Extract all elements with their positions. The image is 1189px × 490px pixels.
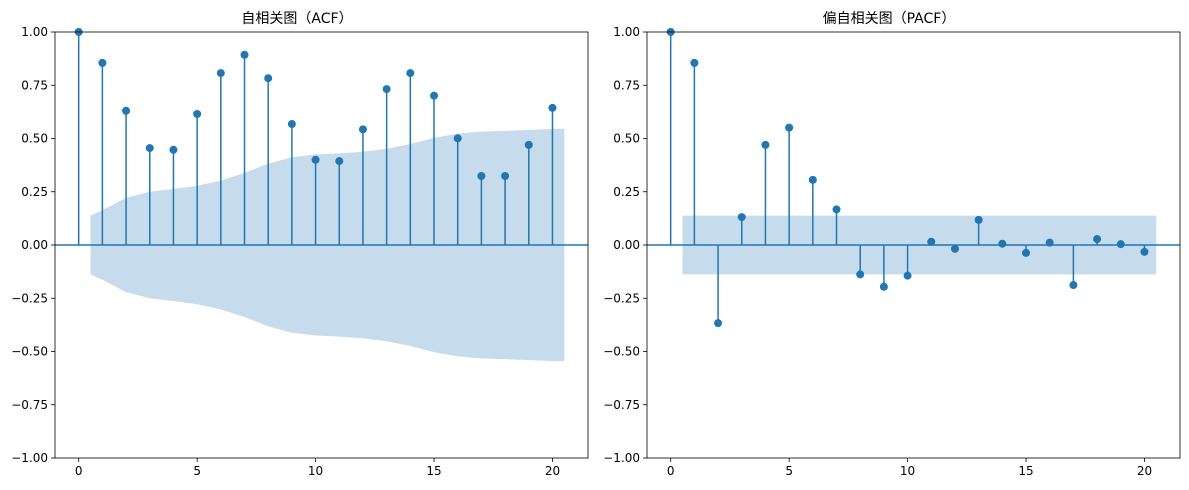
- pacf-marker-20: [1140, 247, 1149, 256]
- pacf-marker-7: [832, 205, 841, 214]
- pacf-marker-13: [974, 215, 983, 224]
- pacf-xtick-label-4: 20: [1137, 464, 1152, 478]
- acf-marker-1: [98, 58, 107, 67]
- pacf-xtick-label-2: 10: [900, 464, 915, 478]
- pacf-marker-15: [1022, 248, 1031, 257]
- pacf-marker-5: [785, 123, 794, 132]
- pacf-marker-18: [1093, 235, 1102, 244]
- acf-marker-11: [335, 157, 344, 166]
- pacf-marker-10: [903, 271, 912, 280]
- pacf-xtick-label-3: 15: [1018, 464, 1033, 478]
- pacf-ytick-label-7: 0.75: [613, 78, 640, 92]
- acf-marker-7: [240, 50, 249, 59]
- pacf-marker-14: [998, 239, 1007, 248]
- acf-ytick-label-6: 0.50: [21, 132, 48, 146]
- pacf-ytick-label-8: 1.00: [613, 25, 640, 39]
- acf-ytick-label-7: 0.75: [21, 78, 48, 92]
- pacf-marker-9: [879, 282, 888, 291]
- acf-marker-16: [453, 134, 462, 143]
- pacf-ytick-label-0: −1.00: [603, 451, 640, 465]
- acf-xtick-label-3: 15: [426, 464, 441, 478]
- acf-marker-13: [382, 85, 391, 94]
- acf-marker-14: [406, 69, 415, 78]
- pacf-marker-12: [950, 244, 959, 253]
- pacf-title: 偏自相关图（PACF）: [823, 11, 956, 27]
- pacf-marker-4: [761, 140, 770, 149]
- acf-xtick-label-1: 5: [193, 464, 201, 478]
- acf-panel: 自相关图（ACF） 0 5 10 15 20 −1.00 −0.75 −0.50 −0.25 0.…: [11, 11, 589, 478]
- acf-ytick-label-1: −0.75: [11, 398, 48, 412]
- acf-marker-2: [122, 106, 131, 115]
- pacf-marker-1: [690, 58, 699, 67]
- acf-marker-17: [477, 171, 486, 180]
- pacf-ytick-label-2: −0.50: [603, 345, 640, 359]
- acf-title: 自相关图（ACF）: [241, 11, 352, 27]
- acf-marker-3: [145, 144, 154, 153]
- acf-marker-8: [264, 74, 273, 83]
- pacf-marker-11: [927, 237, 936, 246]
- acf-ytick-label-0: −1.00: [11, 451, 48, 465]
- pacf-xtick-label-1: 5: [785, 464, 793, 478]
- acf-marker-9: [287, 120, 296, 129]
- pacf-ytick-label-3: −0.25: [603, 291, 640, 305]
- acf-marker-15: [430, 91, 439, 100]
- pacf-xtick-label-0: 0: [667, 464, 675, 478]
- pacf-marker-8: [856, 270, 865, 279]
- pacf-marker-3: [737, 213, 746, 222]
- acf-marker-6: [216, 69, 225, 78]
- acf-xtick-label-0: 0: [75, 464, 83, 478]
- pacf-ytick-label-1: −0.75: [603, 398, 640, 412]
- pacf-ytick-label-4: 0.00: [613, 238, 640, 252]
- pacf-ytick-label-5: 0.25: [613, 185, 640, 199]
- pacf-marker-6: [808, 175, 817, 184]
- acf-marker-5: [193, 110, 202, 119]
- acf-ytick-label-4: 0.00: [21, 238, 48, 252]
- acf-ytick-label-2: −0.50: [11, 345, 48, 359]
- acf-marker-4: [169, 145, 178, 154]
- acf-marker-12: [358, 125, 367, 134]
- pacf-panel: 偏自相关图（PACF） 0 5 10 15 20 −1.00 −0.75 −0.50 −0.25…: [603, 11, 1181, 478]
- acf-marker-10: [311, 155, 320, 164]
- acf-marker-20: [548, 103, 557, 112]
- pacf-marker-19: [1116, 240, 1125, 249]
- pacf-ytick-label-6: 0.50: [613, 132, 640, 146]
- acf-marker-19: [524, 140, 533, 149]
- acf-xtick-label-4: 20: [545, 464, 560, 478]
- acf-xtick-label-2: 10: [308, 464, 323, 478]
- acf-ytick-label-8: 1.00: [21, 25, 48, 39]
- pacf-marker-2: [714, 319, 723, 328]
- acf-ytick-label-5: 0.25: [21, 185, 48, 199]
- acf-marker-18: [501, 171, 510, 180]
- pacf-marker-16: [1045, 238, 1054, 247]
- acf-ytick-label-3: −0.25: [11, 291, 48, 305]
- pacf-marker-17: [1069, 281, 1078, 290]
